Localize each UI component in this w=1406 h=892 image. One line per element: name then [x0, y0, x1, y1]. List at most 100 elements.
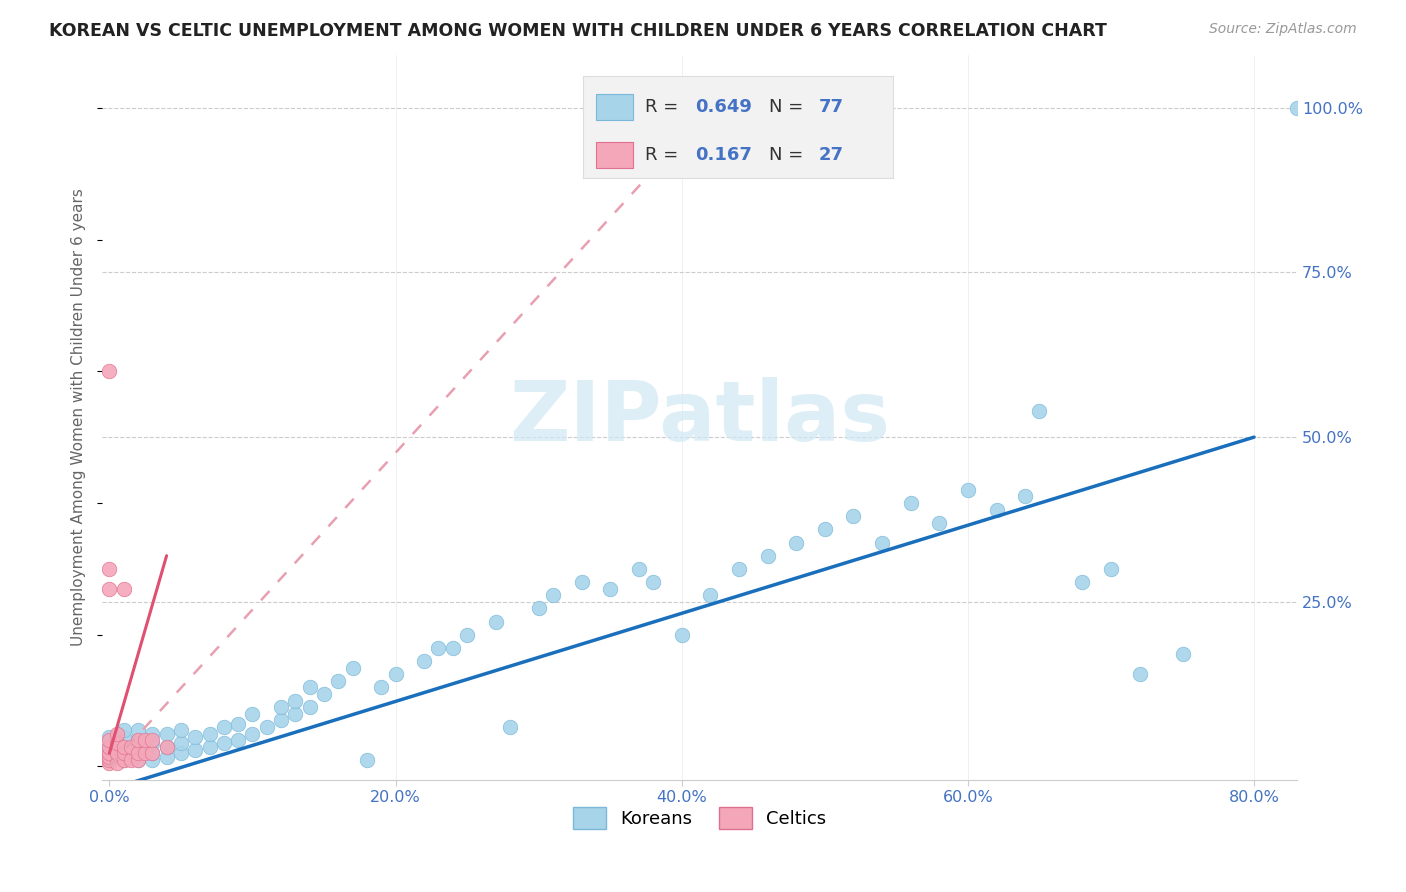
Point	[198, 739, 221, 754]
Point	[270, 714, 292, 728]
Point	[599, 582, 621, 596]
Point	[342, 660, 364, 674]
Point	[312, 687, 335, 701]
Point	[527, 601, 550, 615]
Point	[184, 730, 207, 744]
Point	[155, 749, 177, 764]
Point	[134, 733, 156, 747]
Text: 77: 77	[818, 98, 844, 116]
Point	[242, 726, 264, 740]
Point	[842, 509, 865, 524]
Text: R =: R =	[645, 146, 690, 164]
Point	[198, 726, 221, 740]
Point	[112, 739, 135, 754]
Text: Source: ZipAtlas.com: Source: ZipAtlas.com	[1209, 22, 1357, 37]
Point	[284, 706, 307, 721]
Point	[112, 749, 135, 764]
Point	[212, 736, 235, 750]
Point	[671, 628, 693, 642]
Point	[956, 483, 979, 497]
Point	[98, 753, 121, 767]
Point	[298, 681, 321, 695]
Y-axis label: Unemployment Among Women with Children Under 6 years: Unemployment Among Women with Children U…	[72, 188, 86, 647]
Point	[456, 628, 478, 642]
Point	[98, 582, 121, 596]
Point	[105, 726, 128, 740]
Point	[98, 739, 121, 754]
Point	[112, 753, 135, 767]
Point	[141, 726, 163, 740]
Point	[98, 739, 121, 754]
Point	[212, 720, 235, 734]
Point	[98, 364, 121, 378]
Point	[112, 582, 135, 596]
Point	[105, 736, 128, 750]
Point	[127, 723, 149, 738]
Point	[1071, 574, 1094, 589]
Point	[499, 720, 522, 734]
Point	[1014, 490, 1036, 504]
Bar	[596, 95, 633, 120]
Point	[127, 743, 149, 757]
Point	[1285, 101, 1308, 115]
Point	[127, 753, 149, 767]
Point	[120, 753, 142, 767]
Point	[105, 746, 128, 760]
Point	[928, 516, 950, 530]
Point	[134, 746, 156, 760]
Point	[441, 640, 464, 655]
Point	[485, 615, 508, 629]
Point	[571, 574, 593, 589]
Point	[155, 726, 177, 740]
Point	[413, 654, 436, 668]
Point	[112, 746, 135, 760]
Point	[184, 743, 207, 757]
Point	[141, 736, 163, 750]
Text: N =: N =	[769, 98, 808, 116]
Bar	[596, 143, 633, 168]
Point	[112, 739, 135, 754]
Point	[284, 693, 307, 707]
Point	[98, 730, 121, 744]
Point	[141, 733, 163, 747]
Point	[1099, 562, 1122, 576]
Point	[127, 753, 149, 767]
Point	[98, 746, 121, 760]
Legend: Koreans, Celtics: Koreans, Celtics	[565, 799, 834, 836]
Point	[256, 720, 278, 734]
Point	[356, 753, 378, 767]
Point	[370, 681, 392, 695]
Point	[98, 756, 121, 771]
Point	[699, 588, 721, 602]
Point	[112, 730, 135, 744]
Point	[627, 562, 650, 576]
Point	[1028, 404, 1050, 418]
Point	[643, 574, 665, 589]
Point	[112, 753, 135, 767]
Point	[127, 746, 149, 760]
Point	[98, 746, 121, 760]
Point	[785, 535, 807, 549]
Point	[870, 535, 893, 549]
Point	[170, 723, 193, 738]
Point	[1129, 667, 1152, 681]
Point	[900, 496, 922, 510]
Point	[170, 736, 193, 750]
Point	[814, 522, 837, 536]
Point	[155, 739, 177, 754]
Point	[98, 562, 121, 576]
Point	[1171, 648, 1194, 662]
Point	[541, 588, 564, 602]
Point	[127, 733, 149, 747]
Point	[298, 700, 321, 714]
Point	[170, 746, 193, 760]
Point	[384, 667, 406, 681]
Point	[226, 733, 249, 747]
Point	[105, 756, 128, 771]
Text: R =: R =	[645, 98, 685, 116]
Point	[141, 746, 163, 760]
Point	[112, 723, 135, 738]
Point	[141, 746, 163, 760]
Text: KOREAN VS CELTIC UNEMPLOYMENT AMONG WOMEN WITH CHILDREN UNDER 6 YEARS CORRELATIO: KOREAN VS CELTIC UNEMPLOYMENT AMONG WOME…	[49, 22, 1107, 40]
Point	[226, 716, 249, 731]
